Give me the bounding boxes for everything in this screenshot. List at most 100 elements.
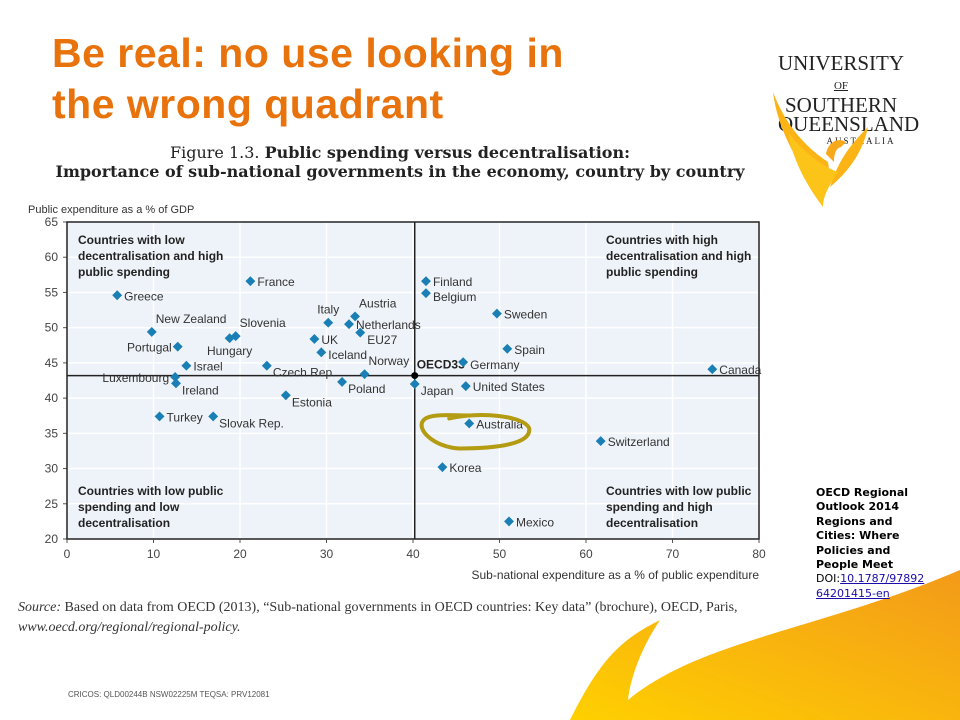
data-label: Germany [470,358,519,372]
data-point [337,376,348,387]
data-point [502,343,513,354]
data-point [355,327,366,338]
quadrant-label-bottom-left: Countries with low public [78,484,224,498]
logo-line1: UNIVERSITY [778,51,904,75]
y-tick-label: 65 [45,215,59,229]
annotation-circle [419,413,532,451]
citation-line6: People Meet [816,558,894,572]
data-point [595,436,606,447]
data-point [350,311,360,322]
y-tick-label: 60 [45,250,59,264]
data-point [504,516,514,527]
quadrant-label-bottom-right: decentralisation [606,516,698,530]
data-label: Netherlands [356,318,421,332]
data-label: Finland [433,275,472,289]
x-tick-label: 60 [579,547,593,561]
data-label: Greece [124,289,164,303]
data-label: Ireland [182,383,219,397]
data-label: Japan [421,384,454,398]
data-point [261,360,272,371]
data-point [170,372,181,382]
quadrant-label-top-right: decentralisation and high [606,249,751,263]
data-label: Australia [476,417,523,431]
data-label: Spain [514,343,545,357]
data-point [230,331,241,342]
source-text: Based on data from OECD (2013), “Sub-nat… [61,600,738,615]
x-tick-label: 20 [233,547,247,561]
data-label: Mexico [516,515,554,529]
x-tick-label: 30 [320,547,334,561]
data-label: Estonia [292,395,332,409]
x-axis-label: Sub-national expenditure as a % of publi… [471,568,759,582]
quadrant-label-top-left: public spending [78,265,170,279]
quadrant-label-top-left: Countries with low [78,233,185,247]
data-point [437,462,448,473]
source-label: Source: [18,600,62,615]
university-logo: UNIVERSITY OF SOUTHERN QUEENSLAND AUSTRA… [778,51,920,148]
citation-line4: Cities: Where [816,529,900,543]
x-tick-label: 0 [64,547,71,561]
data-point [421,288,431,299]
data-point [245,276,256,287]
data-point [309,333,320,344]
logo-line3: QUEENSLAND [778,112,920,136]
data-point [707,364,718,375]
data-point [359,369,370,380]
data-point [409,379,420,389]
source-url: www.oecd.org/regional/regional-policy. [18,620,241,635]
data-point [491,308,502,319]
logo-southern: SOUTHERN [784,93,897,117]
figure-title: Figure 1.3. Public spending versus decen… [30,143,770,181]
slide-title-line2: the wrong quadrant [52,81,444,127]
y-tick-label: 50 [45,321,59,335]
quadrant-label-top-right: public spending [606,265,698,279]
data-point [323,317,334,328]
x-tick-label: 50 [493,547,507,561]
data-point [181,360,192,371]
data-label: Norway [369,354,410,368]
logo-line2: OF SOUTHERN [778,73,904,117]
quadrant-label-bottom-right: Countries with low public [606,484,752,498]
data-label: Slovenia [240,316,286,330]
x-tick-label: 40 [406,547,420,561]
citation-line1: OECD Regional [816,486,909,499]
data-label: Turkey [167,410,203,424]
citation-line2: Outlook 2014 [816,500,900,514]
data-label: Portugal [127,341,172,355]
citation-box: OECD Regional Outlook 2014 Regions and C… [816,486,936,601]
data-point [421,276,431,287]
data-label: Luxembourg [102,371,169,385]
data-label: Iceland [328,348,367,362]
logo-of: OF [833,80,849,92]
doi-link-part1: 10.1787/97892 [840,572,925,586]
data-point [464,418,475,429]
citation-line3: Regions and [816,514,893,528]
y-tick-label: 25 [45,497,59,511]
data-label: Austria [359,296,397,310]
data-point [344,319,354,330]
data-label: United States [473,380,545,394]
quadrant-label-bottom-right: spending and high [606,500,713,514]
doi-link-part2: 64201415-en [816,586,890,600]
data-point [460,381,471,392]
data-point [172,341,183,352]
data-label: Israel [193,360,222,374]
quadrant-label-top-left: decentralisation and high [78,249,223,263]
data-label: Canada [719,363,761,377]
data-point [146,326,157,337]
data-label: Czech Rep. [273,366,336,380]
data-point [316,347,327,358]
data-label: New Zealand [156,312,227,326]
y-tick-label: 35 [45,426,59,440]
data-label: France [257,275,295,289]
citation-line5: Policies and [816,543,891,557]
figure-subtitle: Importance of sub-national governments i… [55,162,745,181]
data-label: Slovak Rep. [219,416,284,430]
y-tick-label: 45 [45,356,59,370]
cricos-footer: CRICOS: QLD00244B NSW02225M TEQSA: PRV12… [68,690,270,699]
x-tick-label: 80 [752,547,766,561]
data-label: Hungary [207,344,252,358]
doi-link[interactable]: 10.1787/97892 64201415-en [816,572,924,599]
